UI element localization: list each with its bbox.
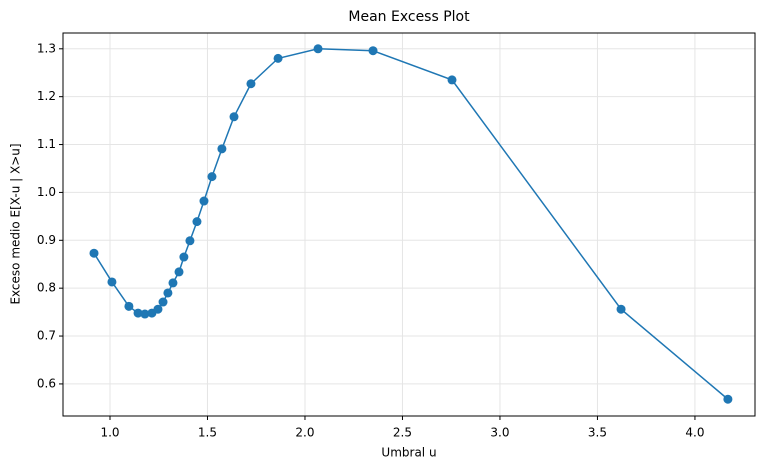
marker <box>616 304 626 314</box>
y-tick-label: 0.8 <box>37 281 56 295</box>
marker <box>158 297 168 307</box>
x-tick-label: 1.5 <box>198 426 217 440</box>
marker <box>229 112 239 122</box>
y-tick-label: 1.1 <box>37 137 56 151</box>
y-tick-label: 1.3 <box>37 41 56 55</box>
y-tick-label: 1.2 <box>37 89 56 103</box>
marker <box>89 248 99 258</box>
marker <box>168 278 178 288</box>
marker <box>207 172 217 182</box>
x-tick-label: 3.5 <box>588 426 607 440</box>
marker <box>368 46 378 56</box>
y-tick-label: 0.9 <box>37 233 56 247</box>
x-tick-label: 3.0 <box>490 426 509 440</box>
marker <box>174 267 184 277</box>
marker <box>217 144 227 154</box>
x-tick-label: 1.0 <box>100 426 119 440</box>
y-tick-label: 1.0 <box>37 185 56 199</box>
marker <box>163 288 173 298</box>
y-tick-label: 0.6 <box>37 376 56 390</box>
marker <box>153 304 163 314</box>
marker <box>107 277 117 287</box>
marker <box>447 75 457 85</box>
marker <box>723 394 733 404</box>
y-axis-label: Exceso medio E[X-u | X>u] <box>9 143 23 304</box>
marker <box>124 301 134 311</box>
marker <box>185 236 195 246</box>
marker <box>313 44 323 54</box>
chart-title: Mean Excess Plot <box>348 9 470 25</box>
x-tick-label: 4.0 <box>685 426 704 440</box>
marker <box>273 53 283 63</box>
x-tick-label: 2.0 <box>295 426 314 440</box>
line <box>93 48 729 400</box>
marker <box>140 309 150 319</box>
x-axis-label: Umbral u <box>381 446 436 460</box>
marker <box>179 252 189 262</box>
marker <box>246 79 256 89</box>
y-tick-label: 0.7 <box>37 329 56 343</box>
plot-frame <box>62 32 756 417</box>
marker <box>192 217 202 227</box>
marker <box>133 308 143 318</box>
marker <box>199 196 209 206</box>
x-tick-label: 2.5 <box>393 426 412 440</box>
